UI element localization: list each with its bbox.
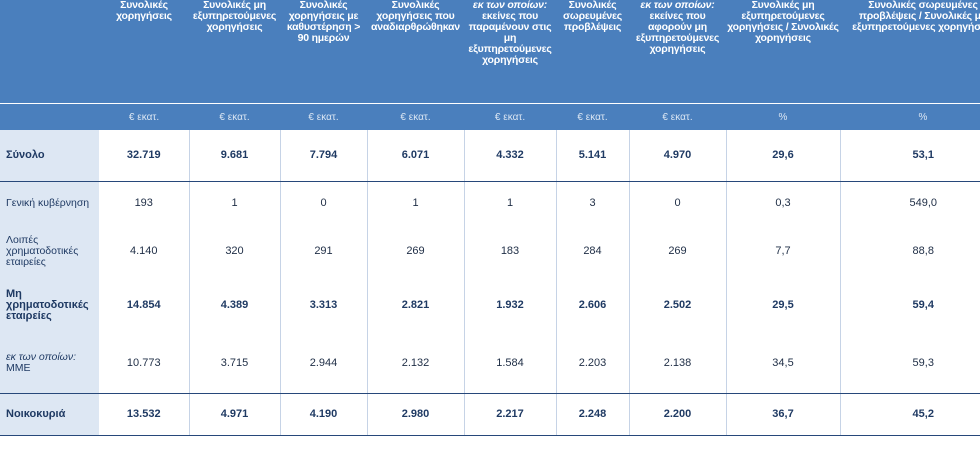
table-cell: 2.200: [628, 393, 726, 436]
table-cell: 1: [366, 181, 464, 225]
unit-cell: € εκατ.: [367, 103, 464, 130]
table-cell: 32.719: [99, 130, 189, 182]
row-label-of-which: εκ των οποίων:: [6, 350, 76, 363]
table-cell: 88,8: [839, 225, 980, 277]
unit-cell: %: [726, 103, 840, 130]
unit-cell: € εκατ.: [280, 103, 367, 130]
row-label: Γενική κυβέρνηση: [0, 181, 99, 225]
header-restructured-npl-text: εκείνες που παραμένουν στις μη εξυπηρετο…: [468, 10, 552, 66]
header-coverage-ratio: Συνολικές σωρευμένες προβλέψεις / Συνολι…: [840, 0, 980, 104]
table-cell: 320: [188, 225, 280, 277]
units-row: € εκατ. € εκατ. € εκατ. € εκατ. € εκατ. …: [0, 103, 980, 130]
units-corner: [0, 103, 99, 130]
table-cell: 13.532: [99, 393, 189, 436]
table-cell: 10.773: [99, 333, 189, 394]
table-cell: 183: [463, 225, 556, 277]
npl-table: Συνολικές χορηγήσεις Συνολικές μη εξυπηρ…: [0, 0, 980, 436]
unit-cell: € εκατ.: [99, 103, 189, 130]
header-corner: [0, 0, 99, 104]
table-cell: 269: [628, 225, 726, 277]
table-cell: 2.248: [555, 393, 629, 436]
table-cell: 193: [134, 197, 153, 210]
table-cell: 9.681: [188, 130, 280, 182]
header-overdue-90: Συνολικές χορηγήσεις με καθυστέρηση > 90…: [280, 0, 367, 104]
unit-cell: € εκατ.: [629, 103, 726, 130]
table-cell: 0: [279, 181, 367, 225]
header-npl-ratio: Συνολικές μη εξυπηρετούμενες χορηγήσεις …: [726, 0, 840, 104]
table-cell: 6.071: [366, 130, 464, 182]
table-cell: 2.138: [628, 333, 726, 394]
table-cell: 2.203: [555, 333, 629, 394]
table-cell: 29,5: [725, 277, 840, 333]
table-cell: 1.584: [463, 333, 556, 394]
header-total-npl: Συνολικές μη εξυπηρετούμενες χορηγήσεις: [189, 0, 280, 104]
row-label: Μη χρηματοδοτικές εταιρείες: [0, 277, 99, 333]
table-cell: 1.932: [463, 277, 556, 333]
table-cell: 3: [555, 181, 629, 225]
row-label-text: ΜΜΕ: [6, 361, 31, 374]
header-provisions: Συνολικές σωρευμένες προβλέψεις: [556, 0, 629, 104]
table-row: Γενική κυβέρνηση 193 1 0 1 1 3 0 0,3 549…: [0, 181, 980, 225]
table-cell: 3.313: [279, 277, 367, 333]
table-cell: 549,0: [839, 181, 980, 225]
header-of-which: εκ των οποίων:: [640, 0, 715, 11]
table-cell: 2.502: [628, 277, 726, 333]
table-cell: 2.980: [366, 393, 464, 436]
header-row: Συνολικές χορηγήσεις Συνολικές μη εξυπηρ…: [0, 0, 980, 104]
unit-cell: € εκατ.: [464, 103, 556, 130]
table-row: Μη χρηματοδοτικές εταιρείες 14.854 4.389…: [0, 277, 980, 333]
table-cell: 269: [366, 225, 464, 277]
table-cell: 1: [463, 181, 556, 225]
table-row: εκ των οποίων: ΜΜΕ 10.773 3.715 2.944 2.1…: [0, 333, 980, 394]
table-cell: 29,6: [725, 130, 840, 182]
row-label: Νοικοκυριά: [0, 393, 99, 436]
table-cell: 2.132: [366, 333, 464, 394]
table-cell: 59,3: [839, 333, 980, 394]
table-row: Νοικοκυριά 13.532 4.971 4.190 2.980 2.21…: [0, 393, 980, 436]
row-label: Λοιπές χρηματοδοτικές εταιρείες: [0, 225, 99, 277]
table-row: Σύνολο 32.719 9.681 7.794 6.071 4.332 5.…: [0, 130, 980, 182]
table-cell: 7,7: [725, 225, 840, 277]
table-cell: 4.971: [188, 393, 280, 436]
row-label: Σύνολο: [0, 130, 99, 182]
header-of-which: εκ των οποίων:: [472, 0, 548, 11]
header-provisions-npl: εκ των οποίων: εκείνες που αφορούν μη εξυ…: [629, 0, 726, 104]
row-label: εκ των οποίων: ΜΜΕ: [0, 333, 99, 394]
table-cell: 2.606: [555, 277, 629, 333]
table-cell: 0,3: [725, 181, 840, 225]
table-cell: 0: [628, 181, 726, 225]
table-cell: 4.140: [129, 245, 158, 257]
header-provisions-npl-text: εκείνες που αφορούν μη εξυπηρετούμενες χ…: [635, 10, 720, 55]
table-cell: 4.190: [279, 393, 367, 436]
table-row: Λοιπές χρηματοδοτικές εταιρείες 4.140 32…: [0, 225, 980, 277]
table-cell: 1: [188, 181, 280, 225]
table-cell: 2.821: [366, 277, 464, 333]
table-cell: 284: [555, 225, 629, 277]
unit-cell: € εκατ.: [556, 103, 629, 130]
table-cell: 36,7: [725, 393, 840, 436]
table-cell: 2.217: [463, 393, 556, 436]
table-cell: 53,1: [839, 130, 980, 182]
table-cell: 3.715: [188, 333, 280, 394]
header-total-loans: Συνολικές χορηγήσεις: [99, 0, 189, 104]
table-cell: 2.944: [279, 333, 367, 394]
table-cell: 5.141: [555, 130, 629, 182]
table-cell: 4.332: [463, 130, 556, 182]
table-cell: 4.389: [188, 277, 280, 333]
table-cell: 45,2: [839, 393, 980, 436]
unit-cell: %: [840, 103, 980, 130]
table-cell: 4.970: [628, 130, 726, 182]
table-cell: 7.794: [279, 130, 367, 182]
table-cell: 14.854: [126, 299, 161, 311]
header-restructured-npl: εκ των οποίων: εκείνες που παραμένουν στι…: [464, 0, 556, 104]
unit-cell: € εκατ.: [189, 103, 280, 130]
table-cell: 34,5: [725, 333, 840, 394]
table-cell: 59,4: [839, 277, 980, 333]
table-cell: 291: [279, 225, 367, 277]
header-restructured: Συνολικές χορηγήσεις που αναδιαρθρώθηκαν: [367, 0, 464, 104]
